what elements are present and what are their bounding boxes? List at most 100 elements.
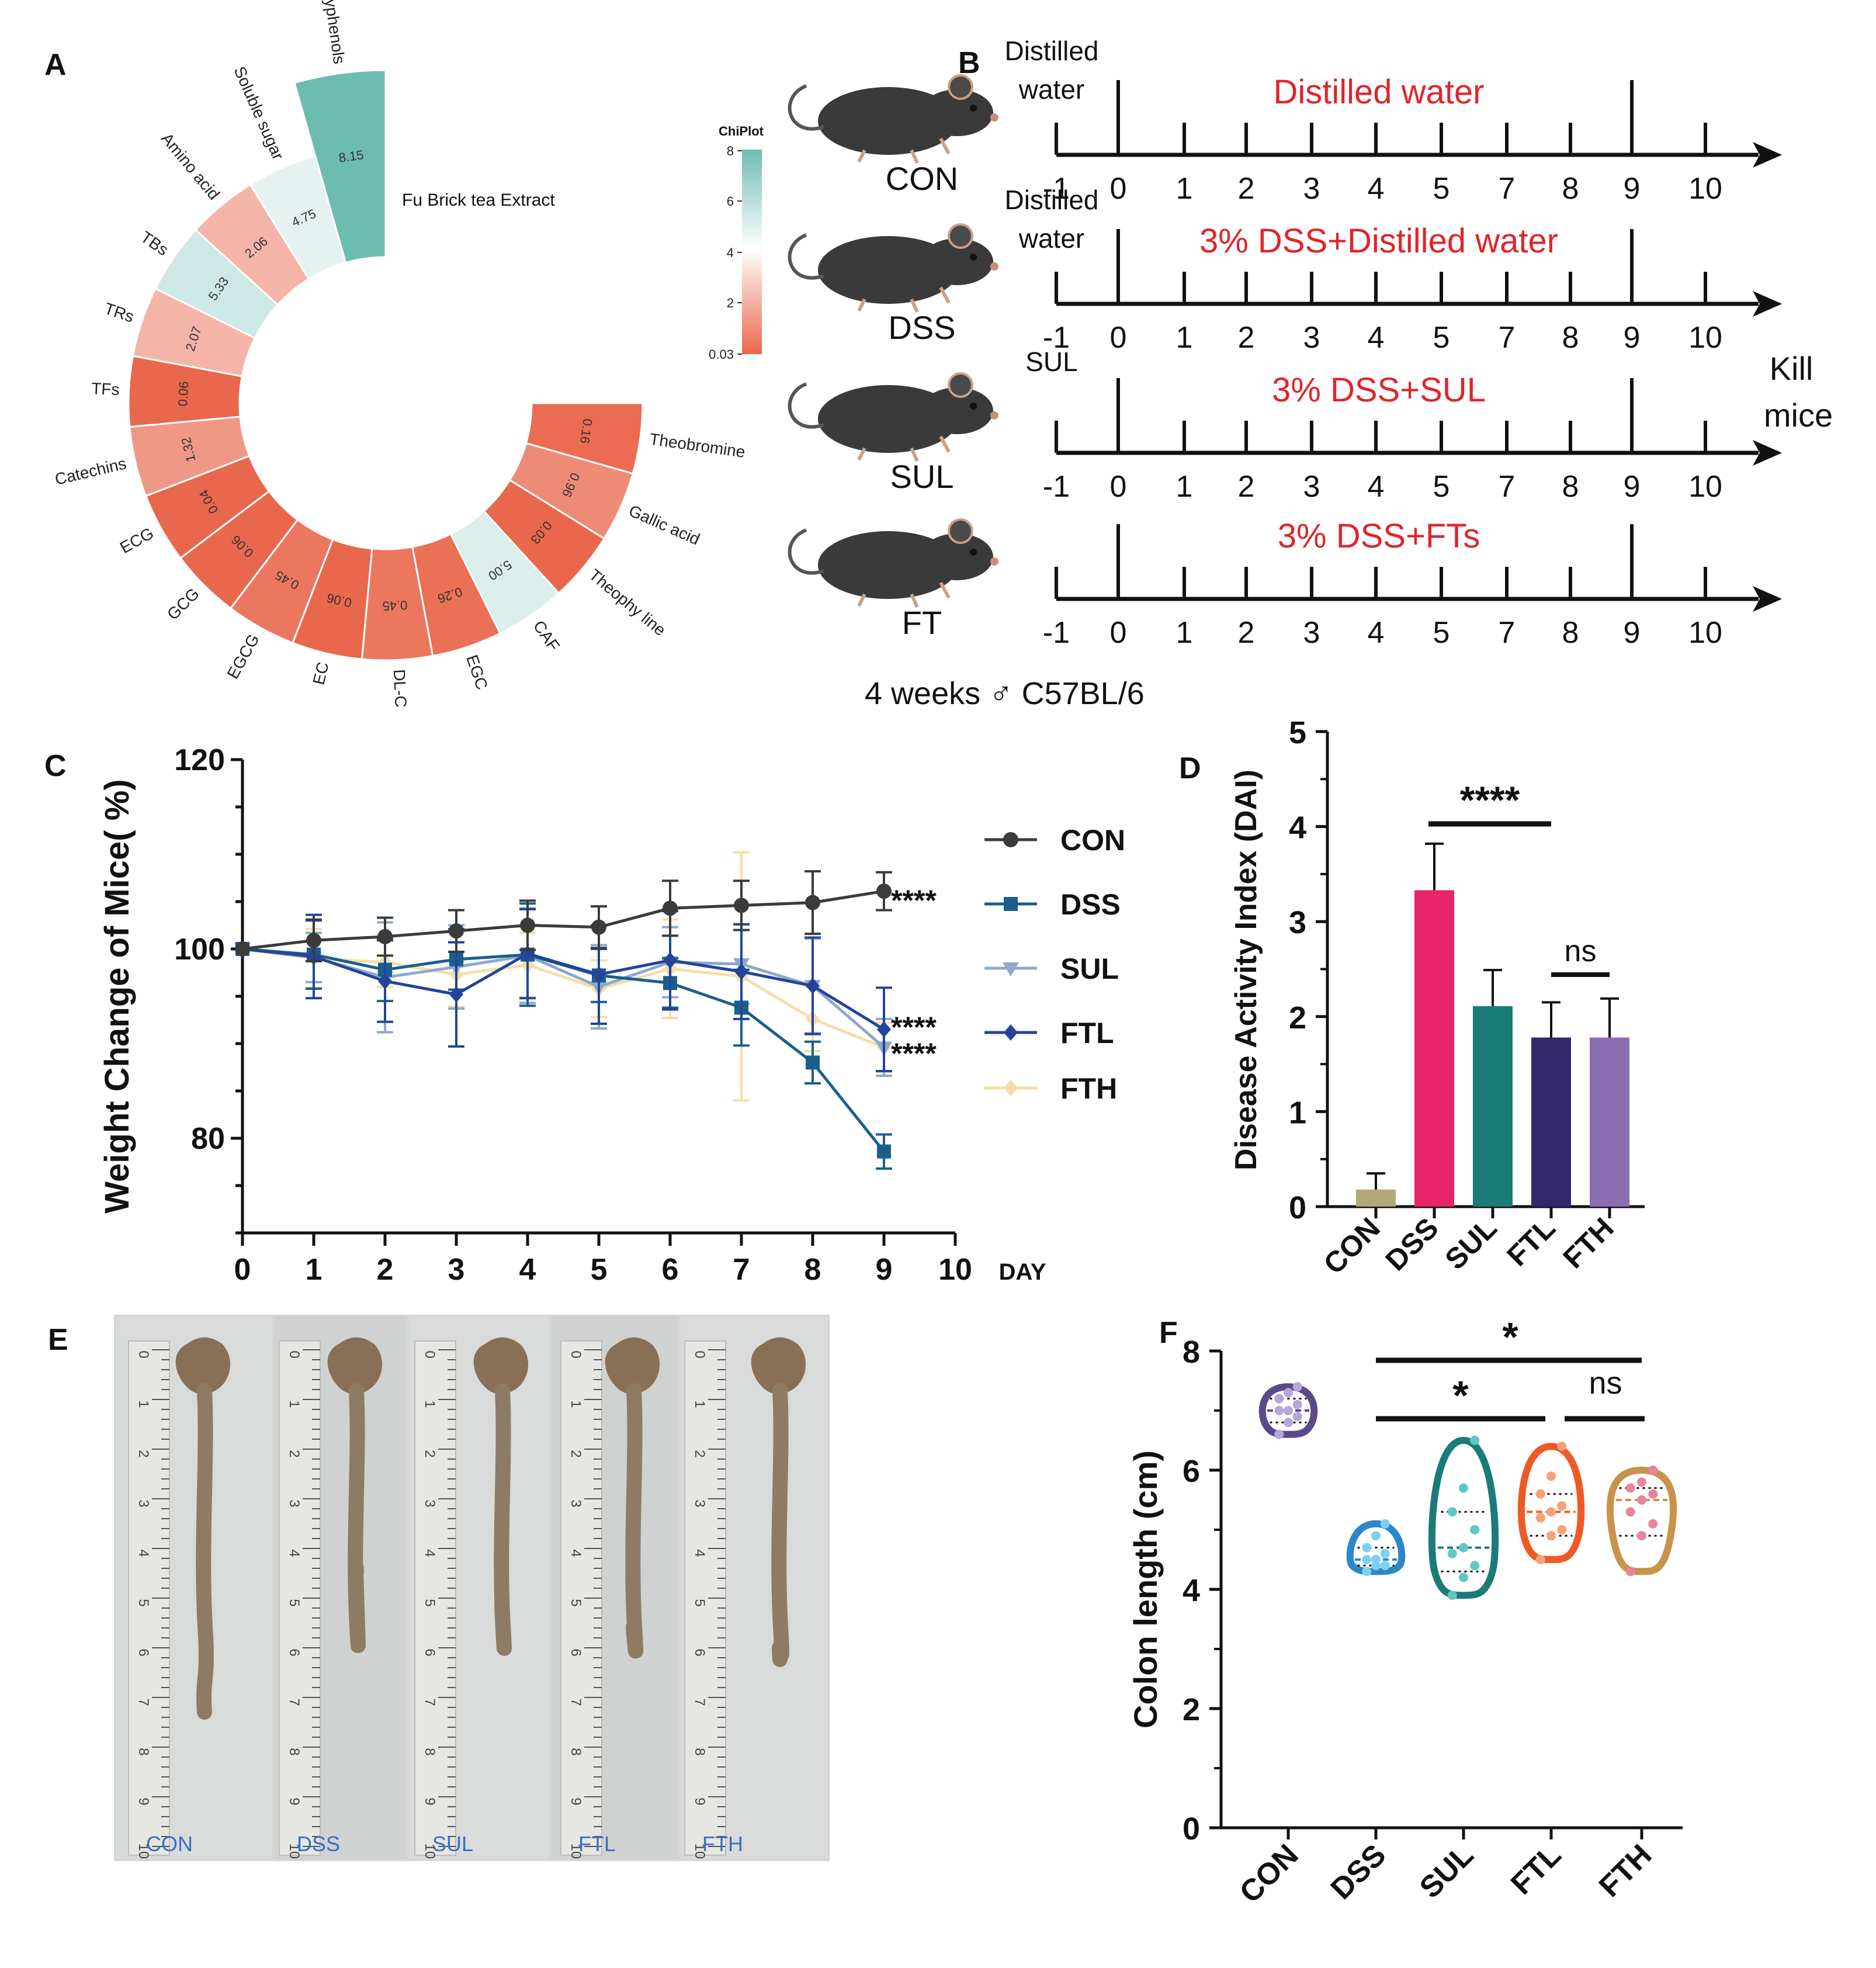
f-data-point	[1447, 1507, 1457, 1517]
e-ruler-number: 3	[286, 1499, 302, 1507]
f-data-point	[1648, 1465, 1658, 1475]
timeline-day-label: 3	[1303, 321, 1320, 355]
e-ruler-number: 9	[422, 1797, 438, 1805]
radial-value-label: 8.15	[338, 147, 365, 165]
radial-category-label: Polyphenols	[318, 0, 349, 65]
c-series-sul	[234, 907, 892, 1077]
timeline-day-label: 4	[1368, 172, 1385, 206]
e-ruler-number: 1	[568, 1400, 584, 1408]
timeline-day-label: 8	[1562, 321, 1579, 355]
timeline-day-label: 1	[1176, 616, 1193, 650]
e-colon-tissue	[771, 1383, 789, 1667]
mouse-ear	[948, 223, 973, 249]
color-scale-tick-label: 4	[727, 245, 734, 260]
e-ruler-number: 10	[568, 1844, 584, 1859]
c-significance-mark: ****	[891, 1037, 937, 1070]
mouse-icon-con	[788, 74, 998, 164]
e-ruler-number: 10	[136, 1844, 151, 1859]
c-data-point	[806, 978, 820, 995]
d-significance-label: ****	[1460, 778, 1520, 822]
mouse-tail	[788, 528, 824, 575]
f-data-point	[1648, 1519, 1658, 1529]
mouse-tail	[788, 84, 824, 131]
e-ruler-number: 1	[422, 1400, 438, 1408]
e-ruler-number: 4	[692, 1549, 708, 1557]
f-data-point	[1362, 1543, 1372, 1553]
e-colon-cecum	[605, 1337, 660, 1394]
f-data-point	[1284, 1388, 1293, 1398]
f-violin-outline	[1517, 1443, 1585, 1564]
mouse-body	[818, 385, 958, 453]
e-ruler-number: 4	[422, 1549, 438, 1557]
mouse-ear	[948, 74, 973, 100]
group-label: DSS	[888, 309, 955, 346]
d-bar-ftl	[1531, 1037, 1571, 1207]
c-legend-marker	[1003, 962, 1019, 976]
subject-note: 4 weeks ♂ C57BL/6	[865, 676, 1145, 711]
e-ruler-number: 2	[568, 1450, 584, 1457]
c-series-con	[235, 870, 892, 963]
f-data-point	[1459, 1483, 1468, 1493]
timeline-arrowhead	[1753, 440, 1782, 466]
d-y-tick-label: 1	[1289, 1095, 1306, 1130]
c-legend-item-fth: FTH	[984, 1072, 1117, 1105]
panel-label-e: E	[48, 1323, 68, 1357]
c-x-axis-title: DAY	[999, 1259, 1046, 1285]
f-data-point	[1447, 1591, 1457, 1600]
c-data-point	[663, 952, 677, 969]
mouse-eye	[970, 105, 977, 112]
c-data-point	[806, 1055, 820, 1070]
c-legend-marker	[1004, 1024, 1018, 1041]
e-colon-tissue	[196, 1383, 214, 1720]
e-ruler-number: 6	[286, 1648, 302, 1656]
mouse-icon-dss	[788, 223, 998, 313]
f-data-point	[1535, 1555, 1545, 1564]
e-ruler-number: 0	[692, 1350, 708, 1358]
timeline-day-label: 0	[1110, 321, 1127, 355]
mouse-icon-sul	[788, 372, 998, 462]
timeline-arrowhead	[1753, 142, 1782, 168]
c-series-dss	[235, 902, 892, 1170]
d-y-axis-title: Disease Activity Index (DAI)	[1229, 770, 1263, 1170]
c-data-point	[805, 895, 820, 910]
c-data-point	[520, 917, 535, 933]
timeline-day-label: 9	[1624, 470, 1641, 504]
c-x-tick-label: 1	[306, 1253, 323, 1287]
timeline-day-label: 0	[1110, 470, 1127, 504]
c-significance-mark: ****	[891, 884, 937, 917]
d-x-tick-label: FTH	[1556, 1211, 1620, 1274]
e-ruler-number: 5	[136, 1599, 151, 1606]
c-data-point	[449, 923, 464, 939]
f-data-point	[1284, 1406, 1293, 1415]
radial-category-label: DL-C	[390, 669, 410, 708]
f-data-point	[1274, 1406, 1284, 1415]
radial-segment-theobromine	[525, 402, 644, 475]
f-data-point	[1459, 1543, 1468, 1553]
d-bar-sul	[1473, 1006, 1513, 1207]
panel-label-c: C	[44, 749, 67, 783]
radial-category-label: GCG	[164, 584, 203, 623]
mouse-head	[921, 238, 993, 285]
c-x-tick-label: 0	[234, 1253, 251, 1287]
pre-treatment-label: Distilled	[1004, 185, 1098, 215]
f-data-point	[1274, 1394, 1284, 1404]
pre-treatment-label: water	[1018, 74, 1084, 105]
c-data-point	[876, 883, 892, 899]
timeline-day-label: 10	[1688, 321, 1722, 355]
f-data-point	[1292, 1382, 1302, 1392]
c-significance-mark: ****	[891, 1011, 937, 1044]
panel-label-d: D	[1179, 751, 1201, 785]
c-x-tick-label: 5	[591, 1253, 608, 1287]
d-x-tick-label: DSS	[1379, 1211, 1444, 1277]
radial-category-label: Theobromine	[649, 430, 747, 461]
mouse-nose	[990, 113, 998, 122]
c-series-fth	[235, 851, 892, 1102]
c-x-tick-label: 8	[805, 1253, 821, 1287]
c-x-tick-label: 2	[377, 1253, 394, 1287]
timeline-day-label: 3	[1303, 470, 1320, 504]
f-data-point	[1470, 1561, 1480, 1571]
timeline-day-label: 8	[1562, 616, 1579, 650]
timeline-day-label: 2	[1238, 172, 1255, 206]
timeline-day-label: 1	[1176, 321, 1193, 355]
